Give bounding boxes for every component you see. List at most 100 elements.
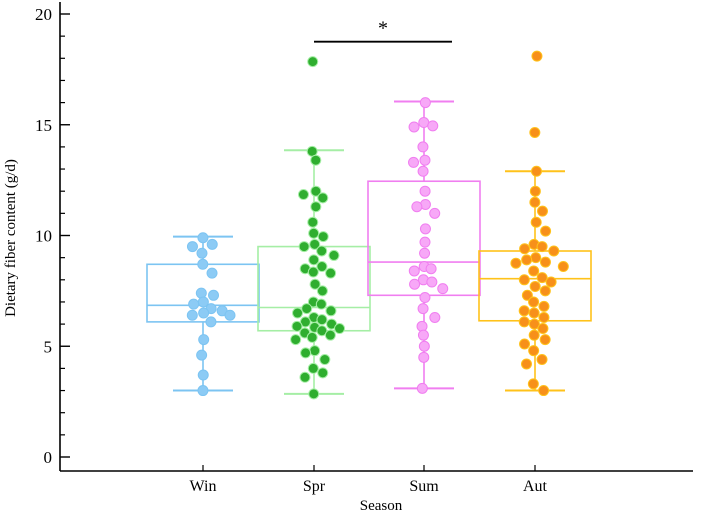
x-tick-label-sum: Sum — [409, 478, 439, 495]
data-point — [308, 388, 320, 400]
data-point — [520, 358, 532, 370]
data-point — [334, 323, 346, 335]
data-point — [309, 278, 321, 290]
data-point — [310, 201, 322, 213]
data-point — [298, 241, 310, 253]
data-point — [427, 120, 439, 132]
data-point — [198, 307, 210, 319]
data-point — [437, 283, 449, 295]
data-point — [529, 196, 541, 208]
data-point — [408, 156, 420, 168]
x-tick-label-aut: Aut — [523, 478, 548, 495]
x-tick-label-win: Win — [190, 478, 217, 495]
data-point — [419, 292, 431, 304]
data-point — [417, 329, 429, 341]
data-point — [307, 56, 319, 68]
data-point — [205, 316, 217, 328]
data-point — [197, 385, 209, 397]
significance-label: * — [378, 18, 388, 40]
data-point — [429, 207, 441, 219]
data-point — [531, 50, 543, 62]
data-point — [186, 309, 198, 321]
data-point — [529, 280, 541, 292]
data-point — [528, 345, 540, 357]
y-tick-label: 15 — [35, 116, 52, 135]
data-point — [536, 354, 548, 366]
data-point — [418, 340, 430, 352]
data-point — [529, 185, 541, 197]
y-tick-label: 0 — [44, 448, 53, 467]
data-point — [196, 349, 208, 361]
data-point — [417, 165, 429, 177]
data-point — [529, 127, 541, 139]
data-point — [308, 227, 320, 239]
y-axis-title: Dietary fiber content (g/d) — [3, 159, 19, 317]
data-point — [538, 385, 550, 397]
data-point — [315, 298, 327, 310]
data-point — [418, 351, 430, 363]
data-point — [417, 303, 429, 315]
data-point — [317, 192, 329, 204]
data-point — [419, 154, 431, 166]
data-point — [408, 265, 420, 277]
data-point — [186, 241, 198, 253]
data-point — [528, 307, 540, 319]
data-points — [186, 50, 569, 400]
data-point — [206, 238, 218, 250]
data-point — [426, 276, 438, 288]
data-point — [416, 382, 428, 394]
data-point — [317, 367, 329, 379]
points-spr — [290, 56, 346, 400]
data-point — [408, 121, 420, 133]
data-point — [224, 309, 236, 321]
data-point — [419, 223, 431, 235]
data-point — [328, 249, 340, 261]
data-point — [188, 298, 200, 310]
data-point — [325, 305, 337, 317]
data-point — [537, 205, 549, 217]
data-point — [301, 303, 313, 315]
data-point — [196, 247, 208, 259]
annotations: * — [314, 18, 452, 43]
data-point — [419, 247, 431, 259]
data-point — [309, 345, 321, 357]
data-point — [316, 314, 328, 326]
data-point — [317, 231, 329, 243]
data-point — [316, 261, 328, 273]
data-point — [316, 325, 328, 337]
data-point — [527, 378, 539, 390]
data-point — [518, 274, 530, 286]
data-point — [417, 141, 429, 153]
data-point — [538, 300, 550, 312]
data-point — [429, 311, 441, 323]
data-point — [519, 338, 531, 350]
data-point — [521, 254, 533, 266]
data-point — [530, 252, 542, 264]
data-point — [307, 216, 319, 228]
data-point — [409, 278, 421, 290]
data-point — [319, 354, 331, 366]
y-tick-label: 20 — [35, 5, 52, 24]
data-point — [530, 216, 542, 228]
data-point — [292, 307, 304, 319]
data-point — [316, 245, 328, 257]
data-point — [290, 334, 302, 346]
data-point — [530, 165, 542, 177]
data-point — [419, 185, 431, 197]
data-point — [536, 241, 548, 253]
data-point — [300, 347, 312, 359]
x-tick-label-spr: Spr — [303, 478, 326, 495]
data-point — [538, 311, 550, 323]
data-point — [540, 225, 552, 237]
data-point — [510, 257, 522, 269]
data-point — [307, 362, 319, 374]
data-point — [206, 267, 218, 279]
data-point — [528, 265, 540, 277]
data-point — [197, 232, 209, 244]
data-point — [325, 267, 337, 279]
data-point — [308, 254, 320, 266]
data-point — [198, 334, 210, 346]
data-point — [299, 316, 311, 328]
data-point — [557, 261, 569, 273]
